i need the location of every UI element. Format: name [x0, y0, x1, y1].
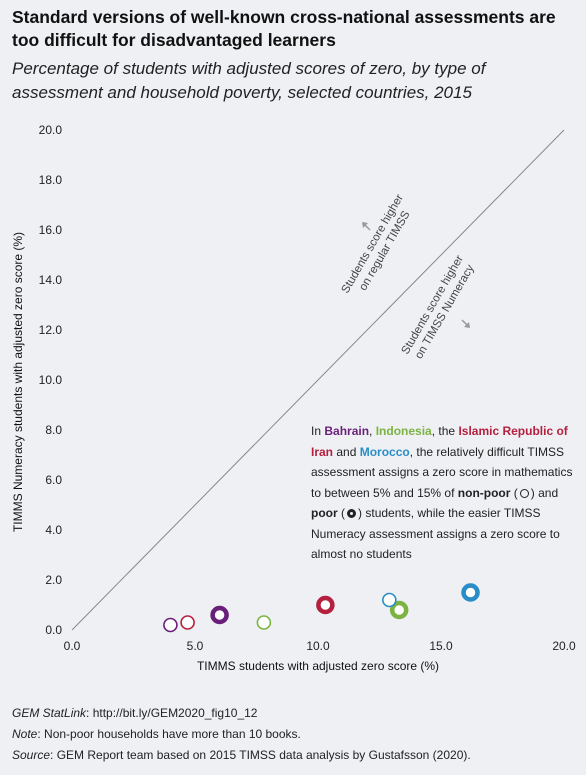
data-point [382, 592, 397, 608]
x-axis: 0.0 5.0 10.0 15.0 20.0 [64, 639, 576, 653]
data-point [210, 605, 229, 625]
y-tick-label: 16.0 [39, 223, 63, 237]
annot-rest3: students, while the easier TIMSS Numerac… [311, 506, 560, 561]
note-label: Note [12, 727, 38, 741]
annot-bahrain: Bahrain [324, 424, 370, 438]
annotation-box: In Bahrain, Indonesia, the Islamic Repub… [311, 424, 573, 561]
non-poor-circle-icon [519, 488, 529, 498]
annot-and: and [336, 444, 357, 459]
y-axis-label: TIMMS Numeracy students with adjusted ze… [11, 232, 25, 532]
annot-sep1: , [369, 424, 376, 438]
region-label-lower: Students score higher on TIMSS Numeracy [400, 253, 477, 361]
x-tick-label: 20.0 [552, 639, 576, 653]
statlink-url[interactable]: : http://bit.ly/GEM2020_fig10_12 [86, 706, 258, 720]
annot-indonesia: Indonesia [375, 424, 432, 438]
arrow-lower [461, 319, 470, 328]
y-tick-label: 6.0 [45, 473, 62, 487]
y-tick-label: 2.0 [45, 573, 62, 587]
scatter-chart: 0.02.04.06.08.010.012.014.016.018.020.0 … [11, 123, 576, 673]
statlink-label: GEM StatLink [12, 706, 87, 720]
x-tick-label: 15.0 [429, 639, 453, 653]
source-text: : GEM Report team based on 2015 TIMSS da… [50, 748, 471, 762]
annot-text-in: In [311, 424, 322, 438]
data-points [163, 583, 480, 633]
data-point [389, 600, 409, 620]
annot-iran: Islamic Republic of Iran [311, 424, 568, 459]
data-point [256, 615, 272, 630]
y-tick-label: 14.0 [39, 273, 63, 287]
y-tick-label: 12.0 [39, 323, 63, 337]
chart-title: Standard versions of well-known cross-na… [12, 7, 556, 50]
x-tick-label: 0.0 [64, 639, 81, 653]
annot-rest1: , the relatively difficult TIMSS assessm… [311, 444, 573, 500]
source-label: Source [12, 748, 51, 762]
data-point [163, 617, 178, 633]
x-tick-label: 5.0 [187, 639, 204, 653]
arrow-upper [362, 222, 371, 231]
y-tick-label: 10.0 [39, 373, 63, 387]
note-text: : Non-poor households have more than 10 … [37, 727, 301, 741]
diagonal-line [71, 129, 565, 631]
y-axis: 0.0 2.0 4.0 6.0 8.0 10.0 12.0 14.0 16.0 18.0 20.0 [39, 123, 63, 637]
data-point [180, 615, 195, 630]
chart-subtitle: Percentage of students with adjusted sco… [12, 59, 486, 102]
footer: GEM StatLink: http://bit.ly/GEM2020_fig1… [12, 703, 471, 766]
y-tick-label: 0.0 [45, 623, 62, 637]
x-tick-label: 10.0 [306, 639, 330, 653]
y-tick-label: 8.0 [45, 423, 62, 437]
data-point [461, 583, 480, 602]
annot-sep2: , the [431, 424, 456, 438]
poor-circle-icon [347, 509, 357, 518]
y-tick-label: 4.0 [45, 523, 62, 537]
annot-nonpoor: non-poor [457, 485, 511, 500]
y-tick-label: 18.0 [39, 173, 63, 187]
region-label-upper: Students score higher on regular TIMSS [340, 192, 413, 295]
annot-morocco: Morocco [359, 444, 410, 459]
annot-poor: poor [311, 506, 338, 520]
annot-rest2: and [538, 485, 559, 500]
x-axis-label: TIMMS students with adjusted zero score … [197, 659, 439, 673]
data-point [316, 595, 335, 615]
y-tick-label: 20.0 [39, 123, 63, 137]
